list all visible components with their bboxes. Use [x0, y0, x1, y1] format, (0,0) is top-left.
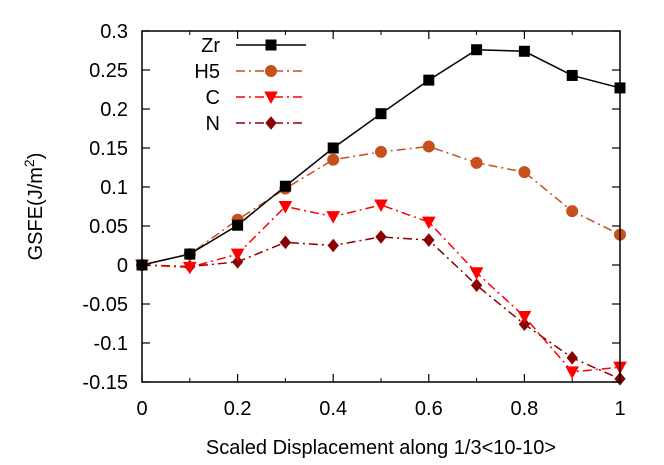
data-point-h5 — [327, 153, 340, 166]
data-point-h5 — [422, 140, 435, 153]
data-point-zr — [518, 45, 530, 57]
y-tick-label: 0 — [117, 255, 128, 277]
data-point-n — [279, 235, 292, 250]
data-point-n — [375, 230, 387, 244]
data-point-c — [469, 267, 484, 280]
data-point-c — [326, 211, 341, 224]
y-tick-label: -0.05 — [82, 294, 128, 316]
series-line-n — [141, 236, 621, 380]
legend-label-c: C — [206, 87, 220, 109]
data-point-c — [230, 248, 245, 262]
data-point-zr — [279, 180, 291, 192]
data-point-c — [565, 366, 580, 379]
legend-marker-c — [264, 91, 278, 105]
data-point-zr — [566, 69, 578, 81]
data-point-zr — [327, 142, 339, 154]
x-tick-label: 0.6 — [415, 398, 443, 420]
y-tick-label: 0.05 — [89, 216, 128, 238]
y-tick-label: 0.15 — [89, 138, 128, 160]
y-tick-label: 0.2 — [100, 99, 128, 121]
data-point-h5 — [518, 166, 531, 179]
data-point-c — [182, 261, 197, 275]
legend-marker-zr — [265, 39, 277, 51]
data-point-n — [470, 278, 483, 293]
legend-label-h5: H5 — [194, 61, 220, 83]
x-tick-label: 0 — [136, 398, 147, 420]
legend-label-zr: Zr — [201, 35, 220, 57]
y-axis-label: GSFE(J/m2) — [21, 153, 47, 261]
legend: Zr H5 CN — [194, 35, 306, 135]
plot-markers — [135, 44, 627, 386]
y-tick-label: 0.3 — [100, 21, 128, 43]
data-point-zr — [423, 74, 435, 86]
data-point-n — [231, 255, 244, 269]
data-point-zr — [471, 44, 483, 56]
x-axis-label: Scaled Displacement along 1/3<10-10> — [206, 437, 556, 459]
y-axis-label-main: GSFE(J/m — [25, 167, 47, 260]
data-point-c — [517, 310, 532, 324]
axis-ticks — [141, 30, 621, 383]
data-point-n — [423, 233, 435, 247]
data-point-n — [518, 317, 531, 332]
data-point-zr — [375, 108, 387, 120]
x-tick-label: 0.2 — [224, 398, 252, 420]
y-tick-label: -0.15 — [82, 372, 128, 394]
y-axis-label-close: ) — [25, 153, 47, 160]
data-point-h5 — [470, 156, 483, 169]
data-point-c — [421, 216, 436, 230]
data-point-zr — [232, 219, 244, 231]
y-axis-label-superscript: 2 — [21, 159, 37, 167]
x-tick-label: 0.4 — [319, 398, 347, 420]
data-point-n — [327, 238, 339, 253]
data-point-h5 — [375, 145, 387, 158]
y-tick-label: 0.25 — [89, 60, 128, 82]
y-tick-label: -0.1 — [94, 333, 128, 355]
data-point-n — [566, 351, 578, 365]
data-point-h5 — [566, 205, 579, 218]
legend-marker-h5 — [265, 65, 277, 77]
legend-label-n: N — [206, 113, 220, 135]
data-point-c — [278, 201, 293, 214]
y-tick-label: 0.1 — [100, 177, 128, 199]
data-point-c — [374, 199, 388, 212]
data-point-zr — [184, 248, 196, 260]
x-tick-label: 1 — [614, 398, 625, 420]
x-tick-label: 0.8 — [510, 398, 538, 420]
tick-labels: 0 0.2 0.4 0.6 0.8 1 -0.15 -0.1 -0.05 0 0.05 0.1 0.15… — [82, 21, 625, 420]
series-line-c — [141, 204, 621, 373]
legend-marker-n — [265, 116, 277, 130]
